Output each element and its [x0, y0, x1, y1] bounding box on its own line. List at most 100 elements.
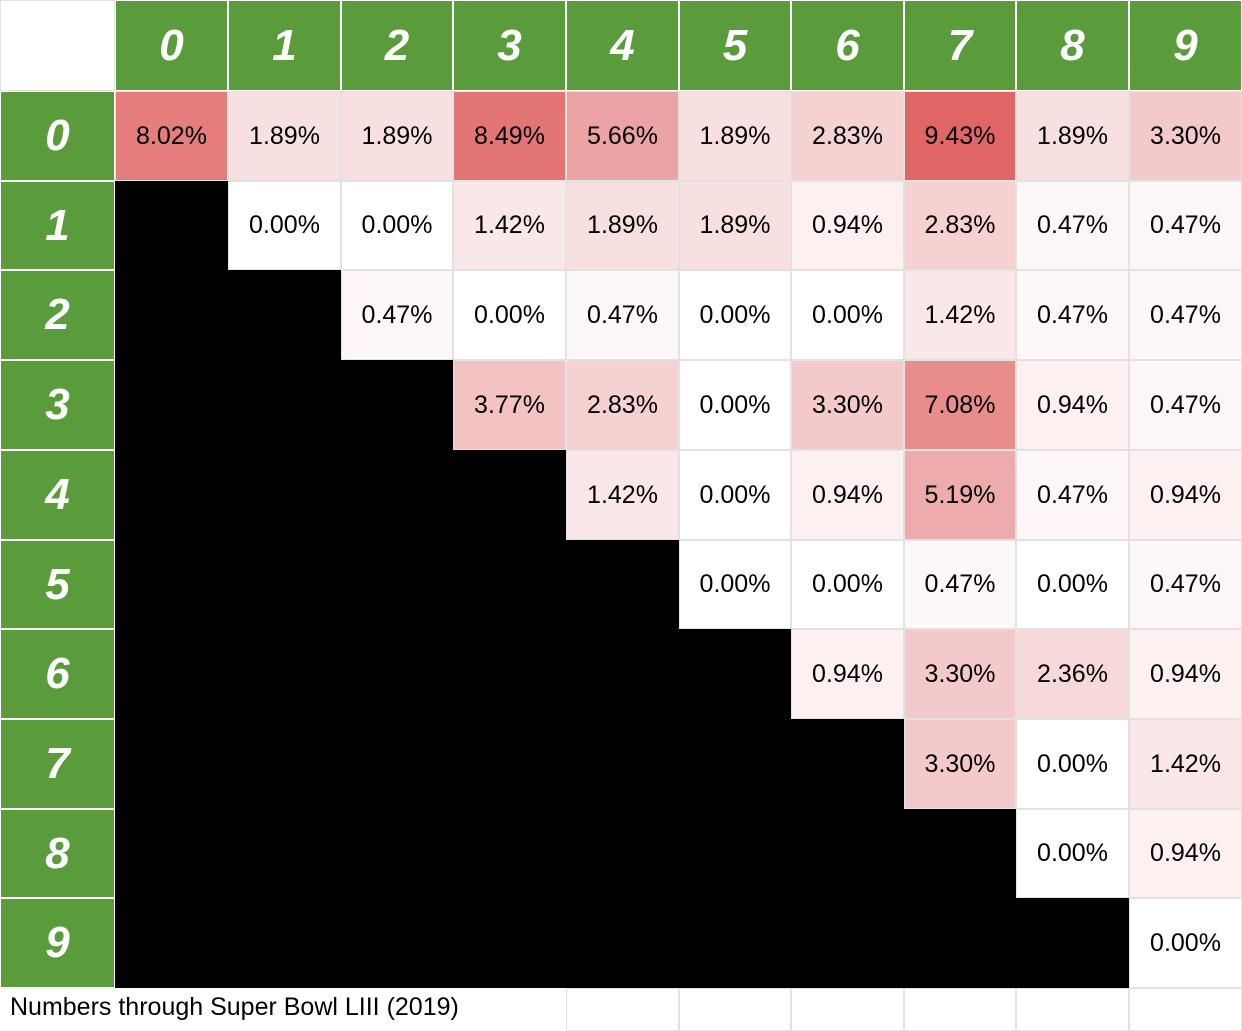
- row-header-0: 0: [0, 91, 115, 181]
- blank-cell: [904, 898, 1016, 988]
- heatmap-cell-1-5: 1.89%: [679, 181, 791, 270]
- heatmap-cell-1-3: 1.42%: [453, 181, 566, 270]
- blank-cell: [115, 360, 228, 450]
- heatmap-cell-3-3: 3.77%: [453, 360, 566, 450]
- heatmap-cell-2-4: 0.47%: [566, 270, 679, 360]
- heatmap-cell-2-3: 0.00%: [453, 270, 566, 360]
- heatmap-cell-6-7: 3.30%: [904, 629, 1016, 719]
- heatmap-cell-1-6: 0.94%: [791, 181, 904, 270]
- blank-cell: [791, 809, 904, 898]
- heatmap-cell-2-9: 0.47%: [1129, 270, 1242, 360]
- blank-cell: [566, 809, 679, 898]
- blank-cell: [115, 450, 228, 540]
- blank-cell: [228, 719, 341, 809]
- blank-cell: [453, 450, 566, 540]
- heatmap-cell-0-4: 5.66%: [566, 91, 679, 181]
- heatmap-cell-5-8: 0.00%: [1016, 540, 1129, 629]
- heatmap-cell-5-6: 0.00%: [791, 540, 904, 629]
- heatmap-cell-2-8: 0.47%: [1016, 270, 1129, 360]
- blank-cell: [341, 360, 453, 450]
- blank-cell: [566, 719, 679, 809]
- heatmap-cell-0-7: 9.43%: [904, 91, 1016, 181]
- blank-cell: [341, 898, 453, 988]
- heatmap-cell-1-7: 2.83%: [904, 181, 1016, 270]
- blank-cell: [453, 898, 566, 988]
- heatmap-cell-0-8: 1.89%: [1016, 91, 1129, 181]
- column-header-8: 8: [1016, 0, 1129, 91]
- heatmap-cell-4-9: 0.94%: [1129, 450, 1242, 540]
- blank-cell: [791, 898, 904, 988]
- row-header-2: 2: [0, 270, 115, 360]
- blank-cell: [228, 809, 341, 898]
- row-header-8: 8: [0, 809, 115, 898]
- row-header-5: 5: [0, 540, 115, 629]
- blank-cell: [115, 181, 228, 270]
- heatmap-cell-7-8: 0.00%: [1016, 719, 1129, 809]
- blank-cell: [115, 629, 228, 719]
- row-header-1: 1: [0, 181, 115, 270]
- heatmap-cell-4-6: 0.94%: [791, 450, 904, 540]
- column-header-4: 4: [566, 0, 679, 91]
- footer-cell: [1016, 988, 1129, 1031]
- heatmap-cell-1-8: 0.47%: [1016, 181, 1129, 270]
- blank-cell: [679, 629, 791, 719]
- blank-cell: [341, 450, 453, 540]
- heatmap-cell-4-5: 0.00%: [679, 450, 791, 540]
- heatmap-cell-0-0: 8.02%: [115, 91, 228, 181]
- heatmap-cell-1-1: 0.00%: [228, 181, 341, 270]
- footer-cell: [904, 988, 1016, 1031]
- row-header-3: 3: [0, 360, 115, 450]
- heatmap-cell-1-9: 0.47%: [1129, 181, 1242, 270]
- footer-cell: [566, 988, 679, 1031]
- blank-cell: [228, 898, 341, 988]
- heatmap-cell-3-6: 3.30%: [791, 360, 904, 450]
- blank-cell: [228, 360, 341, 450]
- row-header-7: 7: [0, 719, 115, 809]
- heatmap-cell-6-8: 2.36%: [1016, 629, 1129, 719]
- blank-cell: [679, 719, 791, 809]
- corner-cell: [0, 0, 115, 91]
- blank-cell: [453, 540, 566, 629]
- heatmap-cell-2-7: 1.42%: [904, 270, 1016, 360]
- blank-cell: [115, 719, 228, 809]
- column-header-0: 0: [115, 0, 228, 91]
- blank-cell: [115, 809, 228, 898]
- blank-cell: [566, 540, 679, 629]
- blank-cell: [341, 629, 453, 719]
- blank-cell: [341, 540, 453, 629]
- blank-cell: [228, 540, 341, 629]
- heatmap-cell-4-8: 0.47%: [1016, 450, 1129, 540]
- blank-cell: [228, 450, 341, 540]
- blank-cell: [228, 270, 341, 360]
- column-header-7: 7: [904, 0, 1016, 91]
- heatmap-cell-8-9: 0.94%: [1129, 809, 1242, 898]
- heatmap-cell-7-7: 3.30%: [904, 719, 1016, 809]
- heatmap-cell-3-5: 0.00%: [679, 360, 791, 450]
- heatmap-cell-7-9: 1.42%: [1129, 719, 1242, 809]
- heatmap-cell-0-9: 3.30%: [1129, 91, 1242, 181]
- footer-cell: [1129, 988, 1242, 1031]
- heatmap-cell-2-2: 0.47%: [341, 270, 453, 360]
- heatmap-cell-9-9: 0.00%: [1129, 898, 1242, 988]
- heatmap-cell-6-6: 0.94%: [791, 629, 904, 719]
- heatmap-cell-5-5: 0.00%: [679, 540, 791, 629]
- blank-cell: [566, 629, 679, 719]
- heatmap-cell-3-4: 2.83%: [566, 360, 679, 450]
- blank-cell: [228, 629, 341, 719]
- heatmap-cell-3-7: 7.08%: [904, 360, 1016, 450]
- blank-cell: [341, 719, 453, 809]
- blank-cell: [1016, 898, 1129, 988]
- column-header-1: 1: [228, 0, 341, 91]
- blank-cell: [904, 809, 1016, 898]
- heatmap-cell-3-9: 0.47%: [1129, 360, 1242, 450]
- footnote: Numbers through Super Bowl LIII (2019): [10, 993, 459, 1021]
- blank-cell: [791, 719, 904, 809]
- heatmap-cell-4-4: 1.42%: [566, 450, 679, 540]
- footer-cell: [791, 988, 904, 1031]
- blank-cell: [679, 809, 791, 898]
- heatmap-cell-1-4: 1.89%: [566, 181, 679, 270]
- row-header-4: 4: [0, 450, 115, 540]
- column-header-2: 2: [341, 0, 453, 91]
- heatmap-cell-0-5: 1.89%: [679, 91, 791, 181]
